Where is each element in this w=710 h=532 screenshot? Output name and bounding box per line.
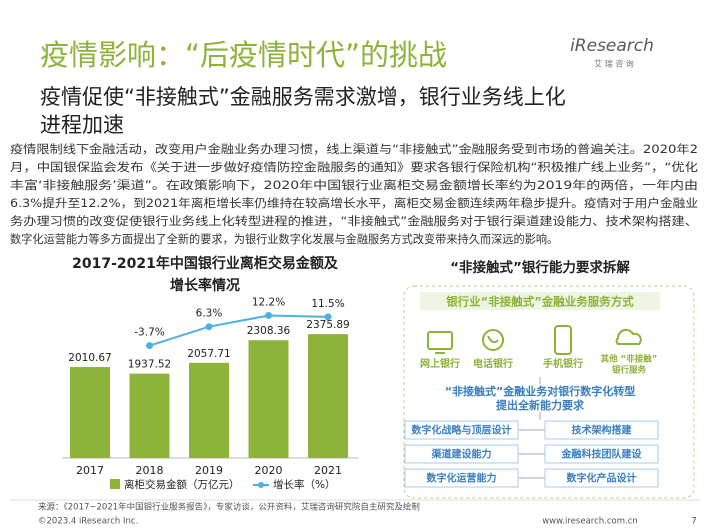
capability-label: 数字化战略与顶层设计 <box>412 424 512 437</box>
logo: iResearch <box>570 36 654 56</box>
capability-box <box>544 468 659 488</box>
channel-label: 电话银行 <box>473 357 513 370</box>
legend-label: 增长率（%） <box>273 478 335 491</box>
legend-marker <box>258 482 264 488</box>
bar-label: 1937.52 <box>128 359 171 371</box>
capability-box <box>404 468 519 488</box>
x-tick-label: 2019 <box>195 464 223 477</box>
website: www.iresearch.com.cn <box>542 517 638 527</box>
bar <box>70 367 110 458</box>
legend-label: 离柜交易金额（万亿元） <box>124 478 240 491</box>
bar <box>308 334 348 458</box>
capability-box <box>544 444 659 464</box>
arrows <box>518 377 545 479</box>
legend-swatch <box>110 479 120 489</box>
capability-label: 渠道建设能力 <box>431 448 492 461</box>
x-tick-label: 2021 <box>314 464 342 477</box>
body-line: 丰富‘非接触服务’渠道”。在政策影响下，2020年中国银行业离柜交易金额增长率约… <box>10 178 698 192</box>
requirement: “非接触式”金融业务对银行数字化转型 <box>445 384 635 398</box>
x-tick-label: 2020 <box>255 464 283 477</box>
channel-icons <box>427 325 642 355</box>
chart-title: 2017-2021年中国银行业离柜交易金额及 <box>72 255 339 272</box>
capability-label: 金融科技团队建设 <box>561 448 642 461</box>
copyright: ©2023.4 iResearch Inc. <box>38 517 138 527</box>
growth-point <box>205 323 213 331</box>
bar-label: 2375.89 <box>306 319 349 331</box>
capability-label: 技术架构搭建 <box>572 424 633 437</box>
capability-box <box>544 420 659 440</box>
capability-box <box>404 444 519 464</box>
body-line: 疫情限制线下金融活动，改变用户金融业务办理习惯，线上渠道与“非接触式”金融服务受… <box>10 142 698 156</box>
channel-label: 网上银行 <box>420 357 460 370</box>
growth-point <box>324 313 332 321</box>
capability-label: 数字化运营能力 <box>427 472 497 485</box>
growth-label: -3.7% <box>134 327 164 339</box>
chart-title: 增长率情况 <box>170 277 240 294</box>
diagram-title: “非接触式”银行能力要求拆解 <box>450 259 630 276</box>
growth-label: 11.5% <box>311 298 344 310</box>
diagram-frame <box>403 285 695 499</box>
capability-label: 数字化产品设计 <box>567 472 637 485</box>
banner-bg <box>420 292 660 310</box>
bar-label: 2057.71 <box>187 348 230 360</box>
bar <box>248 340 289 458</box>
growth-line <box>149 314 329 347</box>
channel-label: 银行服务 <box>611 365 647 376</box>
diagram-banner: 银行业“非接触式”金融业务服务方式 <box>446 295 634 309</box>
subtitle-line: 进程加速 <box>40 113 124 137</box>
channel-label: 其他 “非接触” <box>601 354 658 365</box>
requirement: 提出全新能力要求 <box>496 398 585 412</box>
page-number: 7 <box>691 517 697 527</box>
growth-point <box>146 342 153 350</box>
capability-box <box>404 420 519 440</box>
body-line: 务办理习惯的改变促使银行业务线上化转型进程的推进，“非接触式”金融服务对于银行渠… <box>10 214 698 228</box>
x-tick-label: 2018 <box>136 464 164 477</box>
growth-label: 12.2% <box>252 297 285 309</box>
logo-sub: 艾 瑞 咨 询 <box>594 59 634 69</box>
body-line: 数字化运营能力等多方面提出了全新的要求，为银行业数字化发展与金融服务方式改变带来… <box>10 232 558 246</box>
channel-label: 手机银行 <box>543 357 583 370</box>
growth-label: 6.3% <box>196 308 223 320</box>
bar <box>189 362 229 458</box>
slide-title: 疫情影响：“后疫情时代”的挑战 <box>40 38 447 72</box>
x-tick-label: 2017 <box>76 464 104 477</box>
body-line: 6.3%提升至12.2%，到2021年离柜增长率仍维持在较高增长水平，离柜交易金… <box>10 196 698 210</box>
subtitle-line: 疫情促使“非接触式”金融服务需求激增，银行业务线上化 <box>40 85 566 109</box>
growth-point <box>265 312 272 320</box>
bar-label: 2010.67 <box>68 352 111 364</box>
source: 来源：《2017~2021年中国银行业服务报告》，专家访谈，公开资料，艾瑞咨询研… <box>38 502 420 513</box>
bar-label: 2308.36 <box>247 325 291 337</box>
bar <box>129 373 170 458</box>
body-line: 月，中国银保监会发布《关于进一步做好疫情防控金融服务的通知》要求各银行保险机构“… <box>10 160 698 174</box>
